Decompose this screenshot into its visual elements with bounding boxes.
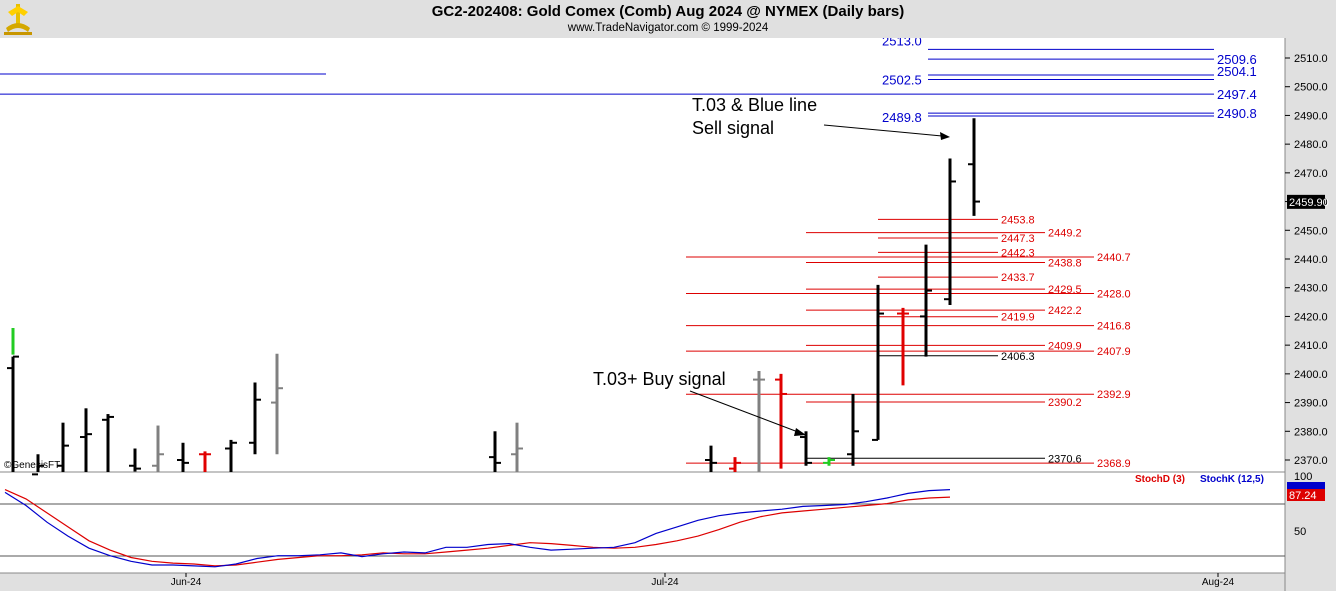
stochastic-lines: StochD (3) StochK (12,5) 100 50 87.24 xyxy=(0,471,1325,568)
price-panel xyxy=(0,38,1285,472)
price-tick-label: 2500.0 xyxy=(1294,82,1328,94)
black-level-label: 2370.6 xyxy=(1048,453,1082,465)
price-tick-label: 2370.0 xyxy=(1294,455,1328,467)
price-tick-label: 2390.0 xyxy=(1294,398,1328,410)
price-tick-label: 2510.0 xyxy=(1294,53,1328,65)
price-tick-label: 2380.0 xyxy=(1294,426,1328,438)
sell-signal-label-2: Sell signal xyxy=(692,118,774,138)
stoch-last-label: 87.24 xyxy=(1289,490,1317,502)
red-level-label: 2390.2 xyxy=(1048,397,1082,409)
stoch-panel xyxy=(0,472,1285,573)
blue-level-label: 2504.1 xyxy=(1217,64,1257,79)
last-price-label: 2459.90 xyxy=(1289,197,1329,209)
stoch-tick-100: 100 xyxy=(1294,471,1312,483)
red-level-label: 2440.7 xyxy=(1097,252,1131,264)
black-level-label: 2406.3 xyxy=(1001,351,1035,363)
annotations: T.03 & Blue line Sell signal T.03+ Buy sig… xyxy=(593,95,950,436)
red-level-label: 2392.9 xyxy=(1097,389,1131,401)
red-level-label: 2438.8 xyxy=(1048,257,1082,269)
red-level-label: 2422.2 xyxy=(1048,305,1082,317)
red-level-label: 2447.3 xyxy=(1001,233,1035,245)
red-level-label: 2429.5 xyxy=(1048,284,1082,296)
red-level-label: 2449.2 xyxy=(1048,228,1082,240)
chart-header: GC2-202408: Gold Comex (Comb) Aug 2024 @… xyxy=(0,0,1336,38)
chart-subtitle: www.TradeNavigator.com © 1999-2024 xyxy=(567,22,769,34)
price-tick-label: 2410.0 xyxy=(1294,340,1328,352)
buy-signal-arrow xyxy=(689,390,799,433)
buy-signal-label: T.03+ Buy signal xyxy=(593,369,726,389)
red-level-label: 2442.3 xyxy=(1001,247,1035,259)
price-axis-ticks: 2370.0 2380.0 2390.0 2400.0 2410.0 2420.0 2430… xyxy=(1285,53,1329,467)
red-level-label: 2419.9 xyxy=(1001,312,1035,324)
red-level-label: 2368.9 xyxy=(1097,458,1131,470)
stoch-tick-50: 50 xyxy=(1294,526,1306,538)
price-tick-label: 2400.0 xyxy=(1294,369,1328,381)
logo-icon xyxy=(2,2,34,36)
red-level-label: 2453.8 xyxy=(1001,214,1035,226)
price-bars xyxy=(7,118,980,476)
stoch-series-line xyxy=(4,489,951,568)
sell-arrow-head xyxy=(940,132,950,140)
red-level-label: 2407.9 xyxy=(1097,346,1131,358)
price-tick-label: 2420.0 xyxy=(1294,311,1328,323)
price-tick-label: 2470.0 xyxy=(1294,168,1328,180)
sell-signal-label: T.03 & Blue line xyxy=(692,95,817,115)
date-axis-ticks: Jun-24 Jul-24 Aug-24 xyxy=(171,573,1235,588)
price-tick-label: 2430.0 xyxy=(1294,283,1328,295)
sell-signal-arrow xyxy=(823,124,943,137)
blue-level-label: 2490.8 xyxy=(1217,106,1257,121)
blue-level-label: 2513.0 xyxy=(882,38,922,48)
date-tick-label: Aug-24 xyxy=(1202,577,1235,588)
stoch-series-line xyxy=(4,489,951,567)
price-tick-label: 2440.0 xyxy=(1294,254,1328,266)
blue-level-label: 2497.4 xyxy=(1217,87,1257,102)
price-tick-label: 2450.0 xyxy=(1294,225,1328,237)
red-level-label: 2416.8 xyxy=(1097,321,1131,333)
stoch-d-box xyxy=(1287,489,1325,501)
price-tick-label: 2480.0 xyxy=(1294,139,1328,151)
blue-level-label: 2502.5 xyxy=(882,73,922,88)
blue-level-label: 2489.8 xyxy=(882,110,922,125)
last-price-box xyxy=(1287,194,1325,209)
date-tick-label: Jun-24 xyxy=(171,577,202,588)
stoch-k-box xyxy=(1287,482,1325,489)
red-level-label: 2428.0 xyxy=(1097,288,1131,300)
red-level-label: 2433.7 xyxy=(1001,272,1035,284)
blue-level-label: 2509.6 xyxy=(1217,52,1257,67)
watermark: ©GenesisFT xyxy=(4,460,60,471)
date-tick-label: Jul-24 xyxy=(651,577,679,588)
red-level-label: 2409.9 xyxy=(1048,340,1082,352)
buy-arrow-head xyxy=(794,428,806,436)
chart-title: GC2-202408: Gold Comex (Comb) Aug 2024 @… xyxy=(431,3,905,20)
stoch-k-legend: StochK (12,5) xyxy=(1200,474,1264,485)
price-tick-label: 2490.0 xyxy=(1294,110,1328,122)
stoch-d-legend: StochD (3) xyxy=(1135,474,1185,485)
